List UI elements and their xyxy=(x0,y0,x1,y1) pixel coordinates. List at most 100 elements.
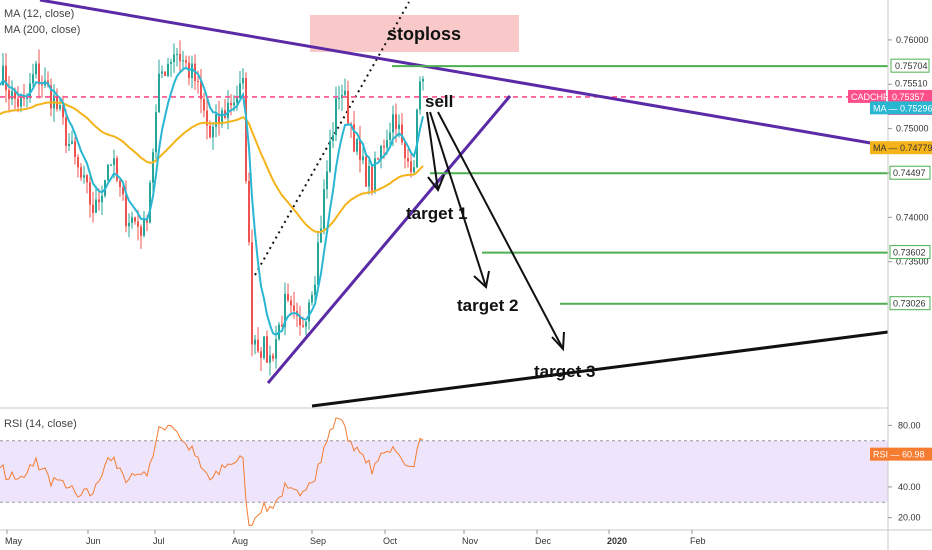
target-3-label: target 3 xyxy=(534,362,595,381)
candle-body xyxy=(413,167,415,173)
time-tick-label: Dec xyxy=(535,536,552,546)
candle-body xyxy=(32,74,34,84)
target-2-tag: 0.73602 xyxy=(893,248,926,258)
target-2-label: target 2 xyxy=(457,296,518,315)
candle-body xyxy=(50,85,52,109)
candle-body xyxy=(239,83,241,98)
candle-body xyxy=(284,294,286,327)
candle-body xyxy=(101,195,103,203)
candle-body xyxy=(386,140,388,148)
arrow-head-target-3 xyxy=(551,331,565,352)
candle-body xyxy=(290,300,292,306)
time-scale[interactable]: May Jun Jul Aug Sep Oct Nov Dec 2020 Feb xyxy=(5,530,706,546)
symbol-tag: CADCHF xyxy=(851,92,889,102)
time-tick-label: May xyxy=(5,536,23,546)
candle-body xyxy=(191,63,193,79)
price-tick-label: 0.76000 xyxy=(896,35,929,45)
candle-body xyxy=(200,81,202,100)
candle-body xyxy=(143,218,145,236)
stoploss-zone[interactable] xyxy=(310,15,519,52)
symbol-tag-bg xyxy=(848,89,886,103)
candle-body xyxy=(131,217,133,223)
candle-body xyxy=(35,63,37,75)
candle-body xyxy=(398,124,400,129)
candle-body xyxy=(335,98,337,136)
ascending-support-trendline[interactable] xyxy=(266,95,512,384)
candle-body xyxy=(287,294,289,301)
rsi-legend[interactable]: RSI (14, close) xyxy=(4,418,77,430)
candle-body xyxy=(110,164,112,166)
candle-body xyxy=(98,199,100,203)
candle-body xyxy=(404,142,406,159)
ma-slow-tag-bg xyxy=(870,141,932,155)
candle-body xyxy=(26,98,28,100)
candle-body xyxy=(215,114,217,127)
rsi-value-tag-bg xyxy=(870,447,932,461)
candle-body xyxy=(266,336,268,363)
descending-resistance-trendline[interactable] xyxy=(39,0,889,148)
candle-body xyxy=(89,182,91,205)
ma-200-legend[interactable]: MA (200, close) xyxy=(4,24,81,36)
target-2-tag-bg xyxy=(889,245,931,260)
candle-body xyxy=(245,77,247,182)
candle-body xyxy=(212,126,214,138)
candle-body xyxy=(236,97,238,103)
candle-body xyxy=(260,351,262,358)
candle-body xyxy=(269,355,271,363)
ma-fast-tag-bg xyxy=(870,101,932,115)
price-tick-label: 0.73500 xyxy=(896,257,929,267)
close-price-tag: 0.75510 xyxy=(895,78,928,88)
time-tick-label: Sep xyxy=(310,536,326,546)
candle-body xyxy=(392,114,394,133)
candle-body xyxy=(173,54,175,63)
candle-body xyxy=(14,91,16,99)
arrow-to-target-3 xyxy=(437,111,564,350)
candle-body xyxy=(29,83,31,99)
candle-body xyxy=(320,228,322,243)
ma-200-line xyxy=(0,101,424,234)
candle-body xyxy=(365,156,367,187)
candle-body xyxy=(338,97,340,99)
candle-body xyxy=(116,158,118,181)
candle-body xyxy=(272,355,274,359)
time-tick-label: Jul xyxy=(153,536,165,546)
rsi-series-line xyxy=(0,417,424,526)
candle-body xyxy=(332,135,334,142)
candle-body xyxy=(80,167,82,178)
candle-body xyxy=(86,175,88,183)
ma-fast-tag: MA — 0.75296 xyxy=(873,103,932,113)
candle-body xyxy=(347,90,349,124)
candle-body xyxy=(281,324,283,327)
time-tick-label: Feb xyxy=(690,536,706,546)
candle-body xyxy=(11,91,13,100)
price-tick-label: 0.75000 xyxy=(896,124,929,134)
candle-body xyxy=(71,141,73,144)
candle-body xyxy=(167,63,169,77)
candle-body xyxy=(140,226,142,236)
candle-body xyxy=(179,54,181,62)
ma-12-legend[interactable]: MA (12, close) xyxy=(4,8,75,20)
resistance-tag-bg xyxy=(892,59,930,73)
candle-body xyxy=(185,60,187,63)
candle-body xyxy=(68,143,70,146)
candle-body xyxy=(314,284,316,295)
rsi-tick-label: 80.00 xyxy=(898,420,921,430)
candle-body xyxy=(170,62,172,64)
long-term-support-trendline[interactable] xyxy=(311,330,889,408)
candle-body xyxy=(401,124,403,143)
ma-slow-tag: MA — 0.74779 xyxy=(873,143,932,153)
candle-body xyxy=(305,321,307,327)
candle-body xyxy=(263,336,265,358)
candle-body xyxy=(65,117,67,146)
candle-body xyxy=(377,158,379,160)
candle-body xyxy=(230,103,232,106)
candle-body xyxy=(41,84,43,86)
arrow-to-target-2 xyxy=(429,111,487,288)
target-1-tag-bg xyxy=(889,165,931,180)
candle-body xyxy=(419,81,421,110)
candle-body xyxy=(383,146,385,148)
candle-body xyxy=(344,90,346,95)
candle-body xyxy=(164,71,166,77)
candle-body xyxy=(107,164,109,181)
